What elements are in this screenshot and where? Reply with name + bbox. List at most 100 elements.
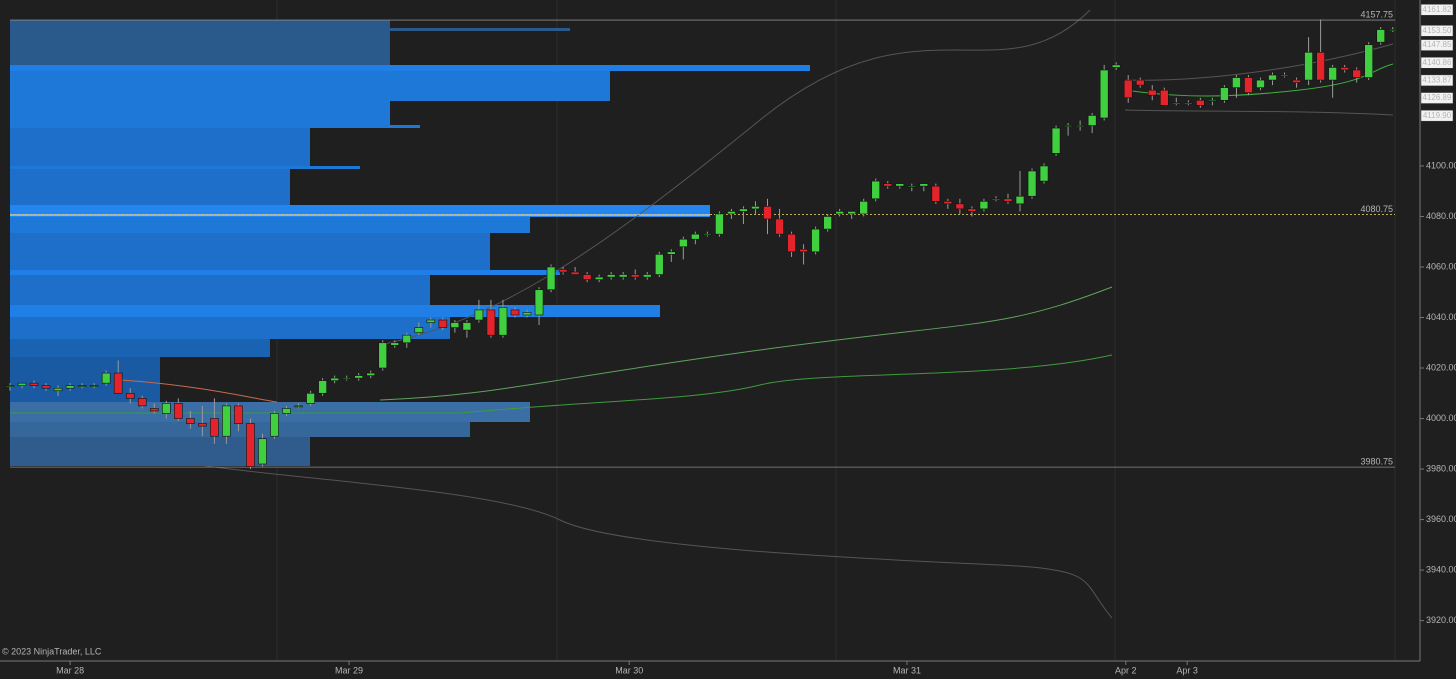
candle-body	[426, 319, 436, 323]
candle-body	[414, 327, 424, 333]
candle-body	[859, 201, 868, 215]
candle-body	[474, 309, 484, 321]
candle-body	[222, 405, 231, 437]
candle-body	[1111, 64, 1121, 68]
x-tick-label: Mar 29	[335, 665, 363, 675]
candle-body	[1172, 102, 1181, 105]
candle-body	[1340, 67, 1349, 71]
price-marker-label: 4147.85	[1423, 40, 1452, 49]
candle-body	[306, 392, 315, 404]
candle-body	[847, 211, 856, 215]
candle-body	[991, 198, 1001, 201]
candle-body	[354, 375, 363, 379]
candle-body	[727, 211, 736, 215]
price-marker-label: 4140.86	[1423, 58, 1452, 67]
candle-body	[89, 385, 99, 387]
candle-body	[186, 418, 195, 424]
y-tick-label: 4060.00	[1426, 261, 1456, 271]
candle-body	[318, 380, 327, 394]
candle-body	[835, 211, 844, 215]
candle-body	[258, 438, 267, 465]
candle-body	[907, 185, 917, 188]
candle-body	[149, 408, 159, 412]
copyright: © 2023 NinjaTrader, LLC	[2, 646, 102, 656]
candle-body	[77, 385, 87, 387]
candle-body	[1123, 79, 1133, 99]
price-marker: 4153.50	[1420, 25, 1454, 37]
candle-body	[1304, 51, 1313, 81]
candle-body	[1376, 29, 1386, 43]
candle-body	[1232, 77, 1241, 88]
candle-body	[895, 183, 905, 187]
price-marker: 4161.82	[1420, 4, 1454, 16]
candle-body	[234, 405, 243, 424]
candle-body	[715, 213, 724, 235]
candle-body	[1292, 79, 1301, 83]
candle-body	[654, 254, 664, 275]
candle-body	[1244, 77, 1253, 93]
candle-body	[1208, 99, 1217, 102]
candle-body	[546, 266, 556, 291]
candle-body	[282, 408, 291, 414]
candle-body	[1364, 44, 1374, 78]
candle-body	[1256, 79, 1265, 88]
candle-body	[630, 274, 640, 278]
candle-body	[967, 208, 977, 212]
candle-body	[594, 276, 604, 280]
candle-body	[1280, 74, 1289, 77]
price-marker: 4133.87	[1420, 74, 1454, 87]
candle-body	[510, 309, 520, 316]
candle-body	[642, 274, 652, 278]
candle-body	[1003, 198, 1013, 202]
candle-body	[113, 372, 123, 394]
candle-body	[763, 206, 772, 220]
volume-profile	[10, 20, 810, 466]
price-marker-label: 4133.87	[1423, 76, 1452, 85]
candle-body	[378, 342, 388, 369]
candle-body	[1027, 170, 1037, 197]
price-marker-label: 4161.82	[1423, 5, 1452, 14]
candle-body	[943, 201, 953, 205]
candle-body	[811, 228, 820, 253]
price-marker-label: 4119.90	[1423, 111, 1452, 120]
price-marker-box	[1420, 25, 1454, 37]
y-tick-label: 4100.00	[1426, 160, 1456, 170]
candle-body	[582, 274, 592, 280]
price-marker-label: 4126.89	[1423, 93, 1452, 102]
candle-body	[210, 418, 219, 437]
candle-body	[41, 385, 51, 389]
candle-body	[330, 377, 339, 381]
candle-body	[1015, 195, 1025, 205]
candle-body	[679, 238, 688, 248]
candle-body	[883, 183, 893, 187]
candle-body	[931, 185, 941, 202]
candle-body	[450, 322, 460, 328]
candle-body	[799, 248, 808, 253]
candle-body	[955, 203, 965, 210]
candle-body	[1075, 125, 1085, 127]
x-tick-label: Apr 2	[1115, 665, 1137, 675]
candle-body	[775, 218, 784, 235]
candle-body	[101, 372, 111, 384]
candle-body	[342, 377, 351, 380]
candle-body	[667, 251, 676, 255]
y-tick-label: 3960.00	[1426, 514, 1456, 524]
candle-body	[979, 201, 989, 210]
level-label: 4157.75	[1360, 9, 1393, 19]
candle-body	[402, 334, 412, 344]
candle-body	[823, 216, 832, 230]
candle-body	[1220, 87, 1229, 101]
candle-body	[246, 423, 255, 467]
candle-body	[1159, 89, 1169, 106]
level-label: 4080.75	[1360, 204, 1393, 214]
candle-body	[1316, 51, 1325, 81]
candle-body	[1196, 99, 1205, 106]
candle-body	[1051, 127, 1061, 154]
y-tick-label: 4020.00	[1426, 362, 1456, 372]
price-marker-box	[1420, 92, 1454, 104]
candle-body	[366, 372, 376, 376]
candle-body	[522, 312, 532, 316]
y-tick-label: 3940.00	[1426, 564, 1456, 574]
candle-body	[1099, 69, 1109, 119]
